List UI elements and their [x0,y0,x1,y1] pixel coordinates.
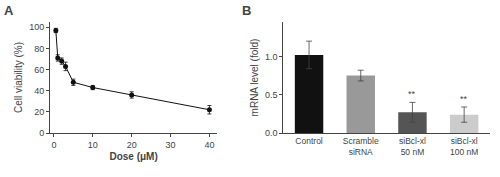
svg-text:80: 80 [34,44,44,54]
svg-text:siBcl-xl50 nM: siBcl-xl50 nM [399,136,426,157]
svg-text:40: 40 [204,140,214,150]
svg-text:0.5: 0.5 [265,90,278,100]
svg-text:**: ** [408,89,416,99]
svg-text:40: 40 [34,86,44,96]
svg-text:100: 100 [29,22,44,32]
svg-text:mRNA level (fold): mRNA level (fold) [249,39,260,117]
svg-text:0: 0 [39,128,44,138]
svg-text:1.0: 1.0 [265,52,278,62]
svg-text:ScramblesiRNA: ScramblesiRNA [343,136,379,157]
svg-text:Dose (μM): Dose (μM) [109,151,157,162]
svg-text:B: B [242,3,251,18]
svg-text:**: ** [460,94,468,104]
svg-text:20: 20 [127,140,137,150]
svg-text:10: 10 [88,140,98,150]
svg-text:Cell viability (%): Cell viability (%) [13,42,24,113]
svg-text:Control: Control [295,136,323,146]
svg-text:0: 0 [51,140,56,150]
svg-text:20: 20 [34,107,44,117]
svg-text:0.0: 0.0 [265,128,278,138]
svg-text:30: 30 [166,140,176,150]
svg-text:siBcl-xl100 nM: siBcl-xl100 nM [450,136,478,157]
svg-text:60: 60 [34,65,44,75]
svg-text:A: A [4,3,14,18]
